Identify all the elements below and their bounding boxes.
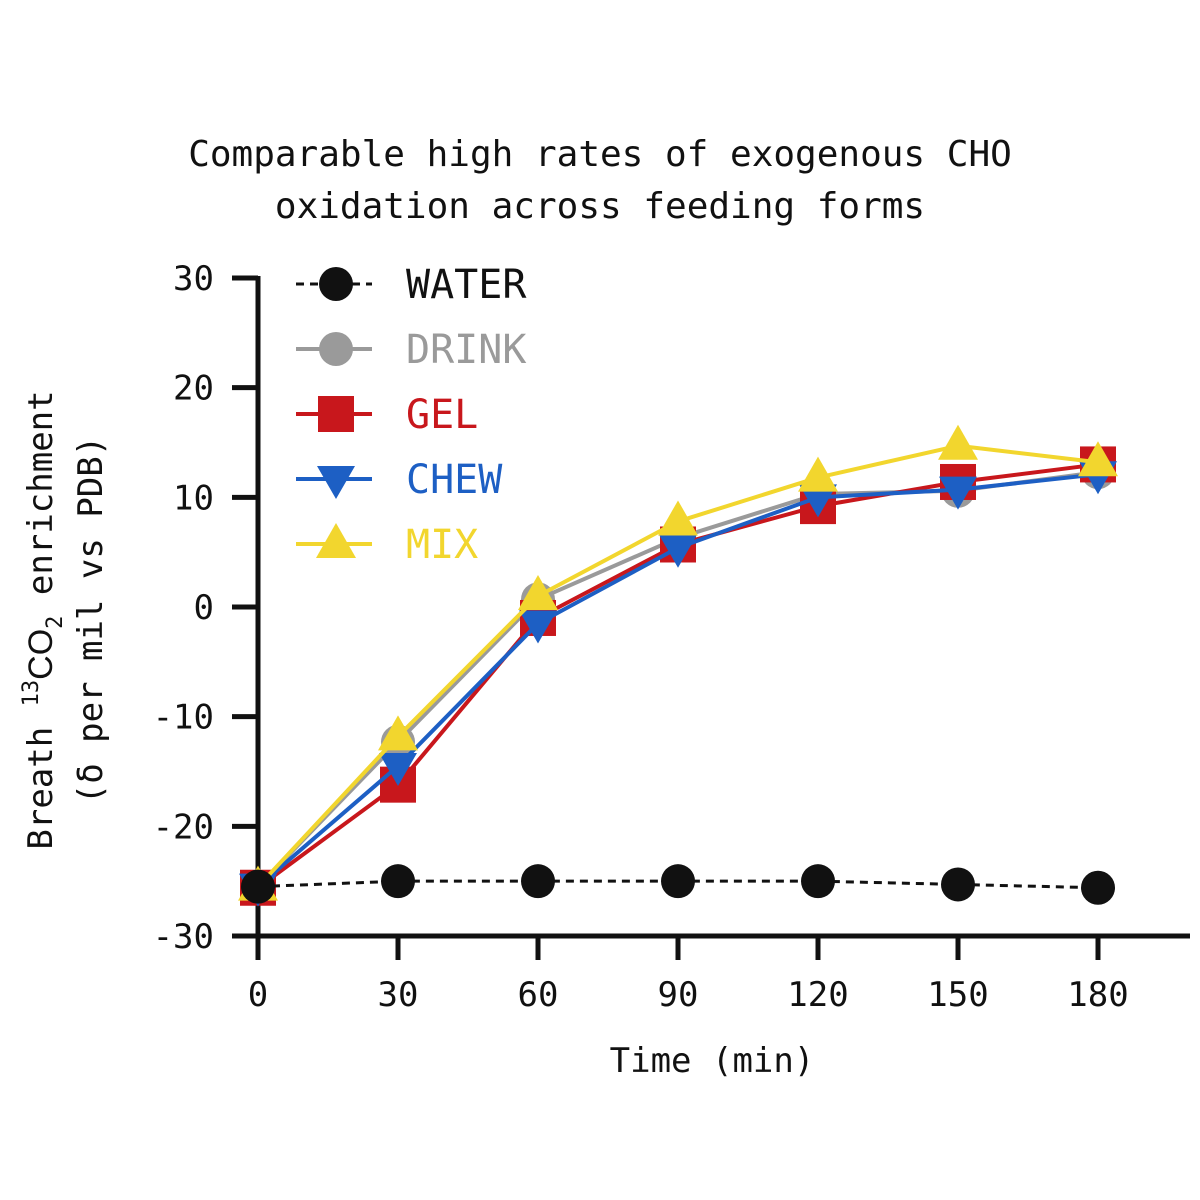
x-tick-label: 180 [1067,975,1128,1015]
chart-title-line-2: oxidation across feeding forms [275,186,925,227]
y-axis-label-main: CO [22,629,60,680]
data-point-mix [798,456,838,492]
y-axis-label: Breath 13CO2 enrichment (δ per mil vs PD… [19,390,111,849]
legend-item-gel: GEL [296,392,478,438]
y-tick-label: 30 [173,259,214,299]
data-point-water [801,864,835,899]
legend-marker-water [319,267,353,301]
y-axis-label-superscript: 13 [19,680,44,707]
legend-item-mix: MIX [296,522,478,568]
y-tick-label: 0 [194,588,214,628]
legend-item-water: WATER [296,262,527,308]
data-point-water [661,864,695,899]
y-tick-label: -20 [153,807,214,847]
axes: -30 -20 -10 0 10 20 30 0 30 60 90 120 150 180 [153,259,1190,1015]
y-tick-label: 20 [173,369,214,409]
data-point-water [521,864,555,899]
x-axis-label: Time (min) [610,1041,815,1081]
y-axis-label-line-2: (δ per mil vs PDB) [71,436,111,804]
y-tick-label: -30 [153,917,214,957]
legend-item-chew: CHEW [296,457,503,503]
x-tick-label: 30 [378,975,419,1015]
y-tick-label: -10 [153,698,214,738]
y-axis-label-prefix: Breath [21,706,61,849]
x-tick-label: 60 [518,975,559,1015]
series-layer [238,424,1118,907]
data-point-water [241,869,275,904]
data-point-chew [519,610,557,644]
data-point-chew [799,484,837,518]
legend-marker-chew [317,466,355,499]
chart-title: Comparable high rates of exogenous CHO o… [188,134,1012,227]
y-axis-label-suffix: enrichment [21,390,61,615]
data-point-mix [938,424,978,460]
data-point-mix [658,500,698,536]
y-axis-label-line-1: Breath 13CO2 enrichment [19,390,68,849]
data-point-mix [518,575,558,611]
legend-label-water: WATER [406,262,527,308]
legend-label-mix: MIX [406,522,478,568]
legend-label-gel: GEL [406,392,478,438]
series-water [241,864,1115,905]
data-point-chew [379,753,417,787]
x-tick-label: 90 [658,975,699,1015]
legend-label-chew: CHEW [406,457,503,503]
legend: WATER DRINK GEL CHEW MIX [296,262,527,568]
series-mix [238,424,1118,901]
data-point-chew [659,534,697,568]
data-point-mix [1078,441,1118,477]
legend-marker-gel [318,396,354,432]
x-tick-label: 150 [927,975,988,1015]
data-point-water [1081,870,1115,905]
data-point-mix [378,715,418,751]
data-point-water [941,867,975,902]
data-point-water [381,864,415,899]
y-tick-label: 10 [173,478,214,518]
chart-title-line-1: Comparable high rates of exogenous CHO [188,134,1012,175]
x-tick-label: 120 [787,975,848,1015]
y-axis-label-subscript: 2 [43,616,68,629]
legend-label-drink: DRINK [406,327,526,373]
legend-marker-mix [316,523,356,558]
legend-item-drink: DRINK [296,327,526,373]
x-tick-label: 0 [248,975,268,1015]
data-point-chew [939,476,977,510]
legend-marker-drink [319,332,353,366]
